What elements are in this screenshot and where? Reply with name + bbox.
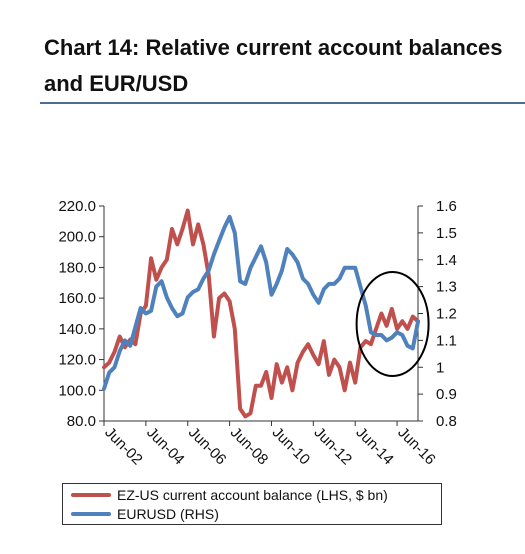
chart-title: Chart 14: Relative current account balan… — [44, 35, 503, 96]
right-y-tick-label: 1.1 — [436, 332, 457, 349]
x-tick-label: Jun-12 — [311, 424, 355, 468]
left-y-tick-label: 140.0 — [58, 321, 96, 338]
left-y-tick-label: 120.0 — [58, 352, 96, 369]
x-tick-label: Jun-10 — [269, 424, 313, 468]
x-tick-label: Jun-16 — [394, 424, 438, 468]
left-y-tick-label: 160.0 — [58, 290, 96, 307]
right-y-tick-label: 1.2 — [436, 306, 457, 323]
x-tick-label: Jun-02 — [101, 424, 145, 468]
right-y-tick-label: 1.3 — [436, 279, 457, 296]
x-tick-label: Jun-14 — [352, 424, 396, 468]
left-y-tick-label: 100.0 — [58, 382, 96, 399]
title-rule — [40, 102, 525, 104]
right-y-tick-label: 0.8 — [436, 413, 457, 430]
series-line-eurusd — [102, 214, 420, 391]
legend-swatch-ca-balance — [71, 493, 111, 497]
right-y-tick-label: 0.9 — [436, 386, 457, 403]
chart-legend: EZ-US current account balance (LHS, $ bn… — [62, 483, 442, 525]
highlight-ellipse — [355, 271, 430, 377]
right-y-tick-label: 1.6 — [436, 198, 457, 215]
left-y-tick-label: 80.0 — [67, 413, 96, 430]
legend-label-ca-balance: EZ-US current account balance (LHS, $ bn… — [117, 487, 388, 503]
legend-item-ca-balance: EZ-US current account balance (LHS, $ bn… — [71, 486, 388, 504]
x-tick-label: Jun-08 — [227, 424, 271, 468]
right-y-tick-label: 1 — [436, 359, 444, 376]
right-y-tick-label: 1.5 — [436, 225, 457, 242]
legend-item-eurusd: EURUSD (RHS) — [71, 505, 219, 523]
left-y-tick-label: 180.0 — [58, 259, 96, 276]
x-tick-label: Jun-04 — [143, 424, 187, 468]
left-y-tick-label: 200.0 — [58, 229, 96, 246]
legend-swatch-eurusd — [71, 512, 111, 516]
left-y-tick-label: 220.0 — [58, 198, 96, 215]
x-tick-label: Jun-06 — [185, 424, 229, 468]
series-line-ca-balance — [102, 208, 420, 419]
right-y-tick-label: 1.4 — [436, 252, 457, 269]
legend-label-eurusd: EURUSD (RHS) — [117, 506, 219, 522]
